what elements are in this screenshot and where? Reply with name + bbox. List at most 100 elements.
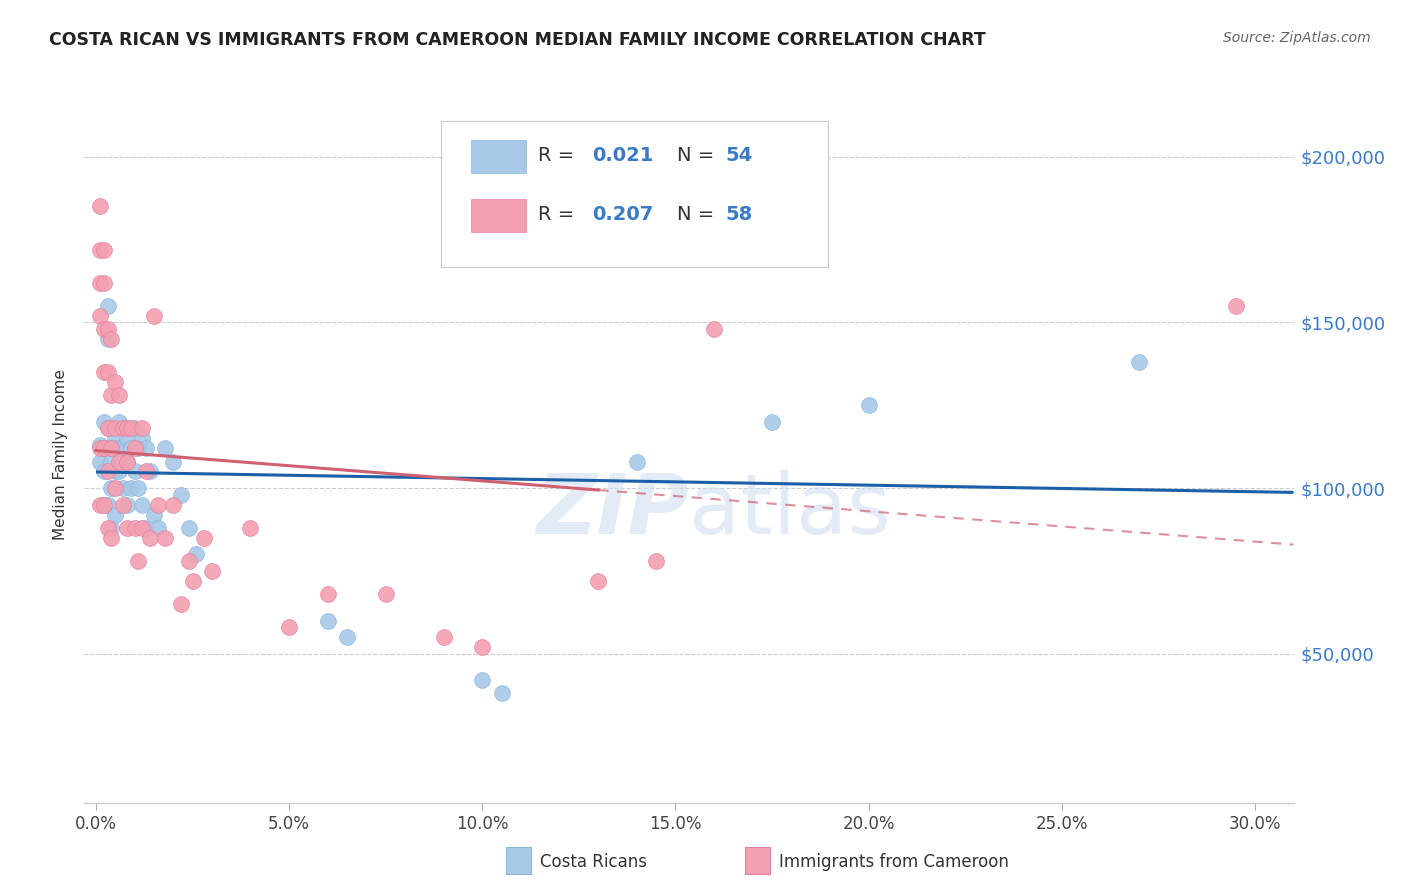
Point bbox=[96, 498, 118, 512]
Point bbox=[96, 465, 118, 479]
Point bbox=[155, 531, 177, 545]
Point bbox=[135, 521, 157, 535]
Point bbox=[139, 465, 162, 479]
Point bbox=[108, 465, 131, 479]
Text: N =: N = bbox=[676, 205, 720, 225]
Point bbox=[181, 574, 204, 588]
Point bbox=[146, 498, 169, 512]
Point bbox=[100, 521, 122, 535]
Point bbox=[104, 431, 127, 445]
Point bbox=[239, 521, 262, 535]
Point bbox=[761, 415, 783, 429]
Text: ZIP: ZIP bbox=[536, 470, 689, 551]
Point bbox=[100, 481, 122, 495]
FancyBboxPatch shape bbox=[471, 199, 526, 232]
Point bbox=[131, 421, 153, 435]
Point bbox=[201, 564, 224, 578]
Point bbox=[131, 498, 153, 512]
Point bbox=[278, 620, 301, 634]
Point bbox=[100, 442, 122, 456]
Point bbox=[96, 299, 118, 313]
Point bbox=[142, 508, 165, 522]
Point bbox=[135, 465, 157, 479]
Point bbox=[93, 442, 115, 456]
Point bbox=[96, 421, 118, 435]
Point bbox=[108, 388, 131, 402]
Point bbox=[124, 521, 146, 535]
Point bbox=[626, 454, 648, 468]
Point bbox=[115, 454, 138, 468]
Point bbox=[108, 415, 131, 429]
Point bbox=[433, 630, 456, 644]
Point bbox=[471, 673, 494, 688]
Point bbox=[127, 481, 149, 495]
Point bbox=[135, 442, 157, 456]
Point bbox=[115, 498, 138, 512]
Point bbox=[186, 547, 208, 561]
Point bbox=[111, 421, 134, 435]
Point bbox=[100, 332, 122, 346]
Point bbox=[120, 481, 142, 495]
Point bbox=[104, 421, 127, 435]
Point bbox=[316, 614, 339, 628]
Point bbox=[93, 276, 115, 290]
Point bbox=[146, 521, 169, 535]
Point bbox=[96, 332, 118, 346]
FancyBboxPatch shape bbox=[441, 121, 828, 267]
Point bbox=[89, 199, 111, 213]
Point bbox=[131, 521, 153, 535]
Y-axis label: Median Family Income: Median Family Income bbox=[53, 369, 69, 541]
Point bbox=[1225, 299, 1247, 313]
Point bbox=[108, 442, 131, 456]
Point bbox=[316, 587, 339, 601]
Text: 0.207: 0.207 bbox=[592, 205, 654, 225]
Text: Costa Ricans: Costa Ricans bbox=[540, 853, 647, 871]
Text: 0.021: 0.021 bbox=[592, 146, 654, 165]
Point bbox=[89, 243, 111, 257]
Point bbox=[170, 597, 193, 611]
Point bbox=[93, 442, 115, 456]
Point bbox=[89, 442, 111, 456]
Point bbox=[100, 454, 122, 468]
Point bbox=[124, 465, 146, 479]
Point bbox=[104, 508, 127, 522]
Text: N =: N = bbox=[676, 146, 720, 165]
Point bbox=[858, 398, 880, 412]
Point bbox=[111, 498, 134, 512]
Point bbox=[96, 322, 118, 336]
Point bbox=[104, 481, 127, 495]
Point bbox=[104, 465, 127, 479]
FancyBboxPatch shape bbox=[471, 140, 526, 173]
Point bbox=[89, 438, 111, 452]
Point bbox=[170, 488, 193, 502]
Point bbox=[104, 375, 127, 389]
Point bbox=[93, 465, 115, 479]
Point bbox=[93, 365, 115, 379]
Point bbox=[155, 442, 177, 456]
Point bbox=[111, 481, 134, 495]
Point bbox=[162, 498, 184, 512]
Point bbox=[193, 531, 215, 545]
Point bbox=[96, 365, 118, 379]
Point bbox=[115, 431, 138, 445]
Point bbox=[89, 276, 111, 290]
Point bbox=[177, 554, 200, 568]
Point bbox=[120, 442, 142, 456]
Text: atlas: atlas bbox=[689, 470, 890, 551]
Point bbox=[1128, 355, 1150, 369]
Point bbox=[89, 498, 111, 512]
Point bbox=[96, 421, 118, 435]
Text: R =: R = bbox=[538, 146, 581, 165]
Point bbox=[93, 498, 115, 512]
Point bbox=[96, 521, 118, 535]
Point bbox=[127, 442, 149, 456]
Text: Immigrants from Cameroon: Immigrants from Cameroon bbox=[779, 853, 1008, 871]
Point bbox=[115, 421, 138, 435]
Point bbox=[142, 309, 165, 323]
Point bbox=[645, 554, 668, 568]
Point bbox=[162, 454, 184, 468]
Point bbox=[89, 309, 111, 323]
Point bbox=[336, 630, 359, 644]
Point bbox=[108, 454, 131, 468]
Point bbox=[111, 442, 134, 456]
